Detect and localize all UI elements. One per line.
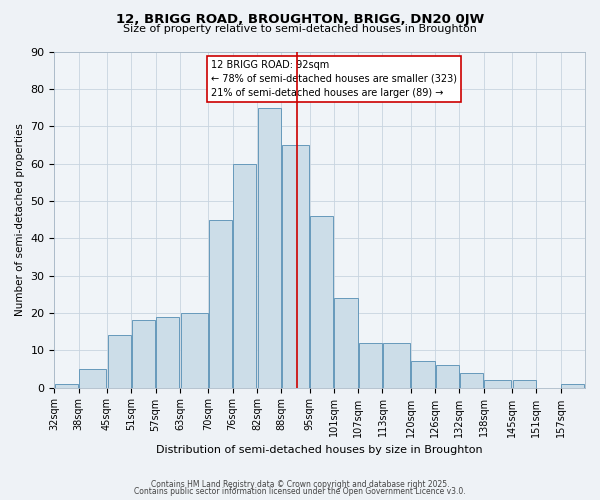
Bar (484, 380, 511, 388)
Text: 12, BRIGG ROAD, BROUGHTON, BRIGG, DN20 0JW: 12, BRIGG ROAD, BROUGHTON, BRIGG, DN20 0… (116, 12, 484, 26)
Text: Size of property relative to semi-detached houses in Broughton: Size of property relative to semi-detach… (123, 24, 477, 34)
Bar (257, 108, 281, 388)
Bar (334, 298, 358, 388)
Text: 12 BRIGG ROAD: 92sqm
← 78% of semi-detached houses are smaller (323)
21% of semi: 12 BRIGG ROAD: 92sqm ← 78% of semi-detac… (211, 60, 457, 98)
Bar (132, 320, 155, 388)
Bar (181, 313, 208, 388)
X-axis label: Distribution of semi-detached houses by size in Broughton: Distribution of semi-detached houses by … (157, 445, 483, 455)
Bar (55, 384, 78, 388)
Bar (282, 145, 309, 388)
Bar (310, 216, 333, 388)
Bar (562, 384, 584, 388)
Bar (209, 220, 232, 388)
Bar (460, 372, 483, 388)
Bar (107, 336, 131, 388)
Bar (359, 343, 382, 388)
Bar (383, 343, 410, 388)
Bar (233, 164, 256, 388)
Y-axis label: Number of semi-detached properties: Number of semi-detached properties (15, 123, 25, 316)
Bar (513, 380, 536, 388)
Text: Contains public sector information licensed under the Open Government Licence v3: Contains public sector information licen… (134, 488, 466, 496)
Bar (436, 365, 459, 388)
Bar (79, 369, 106, 388)
Bar (156, 316, 179, 388)
Text: Contains HM Land Registry data © Crown copyright and database right 2025.: Contains HM Land Registry data © Crown c… (151, 480, 449, 489)
Bar (412, 362, 434, 388)
